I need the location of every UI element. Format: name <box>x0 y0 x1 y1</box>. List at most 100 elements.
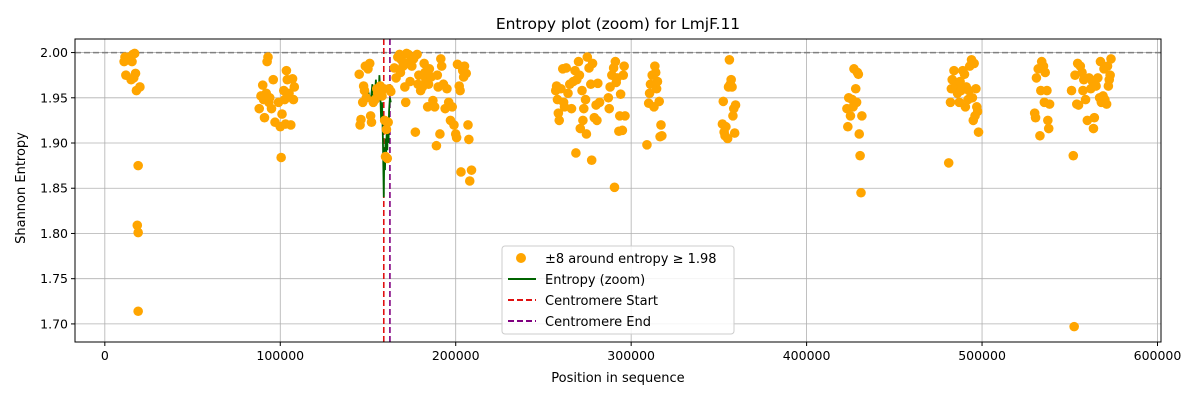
scatter-point <box>943 158 954 168</box>
scatter-point <box>455 85 465 96</box>
scatter-point <box>127 56 137 67</box>
scatter-point <box>604 103 615 114</box>
scatter-point <box>464 176 475 186</box>
scatter-point <box>436 61 447 71</box>
scatter-point <box>729 128 740 138</box>
x-axis-label: Position in sequence <box>551 371 684 386</box>
scatter-point <box>855 150 865 161</box>
y-tick-label: 1.85 <box>40 181 68 196</box>
scatter-point <box>266 103 277 114</box>
x-tick-label: 100000 <box>256 348 304 363</box>
scatter-point <box>381 124 392 135</box>
scatter-point <box>566 103 577 114</box>
scatter-point <box>133 227 143 238</box>
tick-labels: 0 100000 200000 300000 400000 500000 600000 1.7… <box>40 45 1181 363</box>
scatter-point <box>286 120 296 130</box>
scatter-point <box>573 56 584 67</box>
scatter-point <box>577 85 587 96</box>
scatter-point <box>129 48 140 59</box>
x-tick-label: 0 <box>101 348 109 363</box>
scatter-point <box>130 68 141 79</box>
scatter-point <box>553 108 564 118</box>
legend-scatter-marker <box>516 253 526 263</box>
scatter-point <box>1044 99 1055 109</box>
scatter-point <box>728 111 738 121</box>
scatter-point <box>1080 94 1091 105</box>
legend-centromere-start-label: Centromere Start <box>545 294 658 309</box>
y-tick-label: 2.00 <box>40 45 68 60</box>
scatter-point <box>580 94 591 105</box>
scatter-point <box>973 127 984 137</box>
scatter-point <box>960 102 971 112</box>
scatter-point <box>969 58 979 69</box>
scatter-point <box>1073 100 1084 110</box>
scatter-point <box>656 120 666 130</box>
scatter-point <box>586 155 597 165</box>
scatter-point <box>617 125 628 136</box>
y-axis-label: Shannon Entropy <box>14 132 29 244</box>
scatter-point <box>400 97 411 108</box>
scatter-point <box>971 83 981 94</box>
scatter-point <box>1095 56 1106 67</box>
scatter-point <box>281 65 292 76</box>
scatter-point <box>586 79 596 90</box>
scatter-point <box>578 103 589 114</box>
scatter-point <box>254 103 265 114</box>
scatter-point <box>132 220 143 231</box>
x-tick-label: 200000 <box>432 348 480 363</box>
scatter-point <box>1040 67 1051 78</box>
scatter-point <box>263 52 273 62</box>
scatter-point <box>1035 130 1045 141</box>
scatter-point <box>364 58 375 69</box>
y-tick-label: 1.70 <box>40 316 68 331</box>
scatter-point <box>554 115 565 126</box>
scatter-point <box>1088 123 1099 134</box>
scatter-point <box>721 121 731 132</box>
scatter-point <box>854 129 865 139</box>
scatter-point <box>287 74 298 84</box>
scatter-points <box>119 48 1116 332</box>
scatter-point <box>456 167 466 177</box>
scatter-point <box>423 79 434 90</box>
legend: ±8 around entropy ≥ 1.98 Entropy (zoom) … <box>501 245 735 335</box>
scatter-point <box>1102 61 1113 71</box>
scatter-point <box>722 133 733 144</box>
scatter-point <box>845 111 856 121</box>
scatter-point <box>563 88 573 99</box>
scatter-point <box>657 130 667 141</box>
scatter-point <box>264 92 275 103</box>
scatter-point <box>451 132 462 143</box>
scatter-point <box>1077 67 1087 78</box>
x-tick-label: 300000 <box>607 348 655 363</box>
scatter-point <box>1043 115 1053 126</box>
scatter-point <box>1031 73 1042 83</box>
scatter-point <box>447 102 458 112</box>
scatter-point <box>574 70 585 80</box>
scatter-point <box>1078 85 1088 96</box>
scatter-point <box>359 85 370 96</box>
scatter-point <box>578 115 588 126</box>
scatter-point <box>422 102 433 112</box>
scatter-point <box>726 74 736 85</box>
scatter-point <box>1042 85 1052 96</box>
scatter-point <box>1093 73 1103 83</box>
scatter-point <box>356 114 366 125</box>
scatter-point <box>967 92 978 103</box>
scatter-point <box>259 112 270 123</box>
scatter-point <box>571 148 581 158</box>
scatter-point <box>277 109 287 119</box>
scatter-point <box>1030 112 1041 123</box>
scatter-point <box>856 187 866 198</box>
scatter-point <box>652 76 663 87</box>
legend-scatter-label: ±8 around entropy ≥ 1.98 <box>545 252 717 267</box>
scatter-point <box>727 82 737 92</box>
y-tick-label: 1.75 <box>40 271 68 286</box>
scatter-point <box>386 86 396 97</box>
scatter-point <box>268 74 279 85</box>
scatter-point <box>972 106 983 117</box>
scatter-point <box>257 80 268 90</box>
scatter-point <box>449 120 459 130</box>
scatter-point <box>382 153 393 164</box>
scatter-point <box>383 117 393 128</box>
